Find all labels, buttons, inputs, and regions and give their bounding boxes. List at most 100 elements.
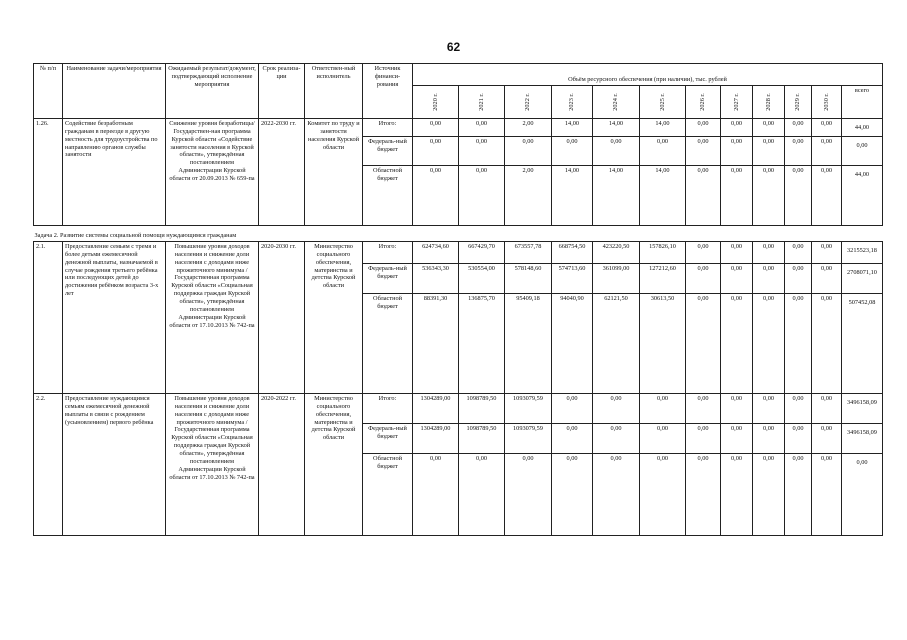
amount-cell: 0,00	[720, 165, 753, 226]
amount-cell: 0,00	[752, 453, 785, 536]
amount-cell: 0,00	[720, 118, 753, 137]
task-name: Предоставление семьям с тремя и более де…	[62, 241, 166, 394]
amount-cell: 0,00	[412, 165, 459, 226]
page-number: 62	[446, 40, 461, 54]
funding-source: Федераль-ный бюджет	[362, 263, 413, 294]
amount-cell: 0,00	[412, 136, 459, 166]
amount-cell: 624734,60	[412, 241, 459, 264]
amount-cell: 0,00	[685, 118, 721, 137]
total-cell: 2708071,10	[841, 263, 883, 294]
amount-cell: 0,00	[752, 241, 785, 264]
amount-cell: 127212,60	[639, 263, 686, 294]
expected-result: Повышение уровня доходов населения и сни…	[165, 393, 259, 536]
amount-cell: 0,00	[811, 165, 842, 226]
amount-cell: 0,00	[639, 423, 686, 454]
year-label: 2024 г.	[612, 93, 620, 111]
header-name: Наименование задачи/мероприятия	[62, 63, 166, 119]
amount-cell: 0,00	[504, 136, 552, 166]
amount-cell: 0,00	[752, 165, 785, 226]
header-num: № п/п	[33, 63, 63, 119]
table-row: 2.2. Предоставление нуждающимся семьям еж…	[33, 393, 883, 536]
amount-cell: 0,00	[412, 453, 459, 536]
term: 2022-2030 гг.	[258, 118, 305, 226]
expected-result: Повышение уровня доходов населения и сни…	[165, 241, 259, 394]
amount-cell: 0,00	[458, 118, 505, 137]
total-cell: 44,00	[841, 165, 883, 226]
amount-cell: 95409,18	[504, 293, 552, 394]
amount-cell: 0,00	[551, 453, 593, 536]
amount-cell: 361099,00	[592, 263, 640, 294]
amount-cell: 2,00	[504, 118, 552, 137]
amount-cell: 0,00	[639, 393, 686, 424]
amount-cell: 14,00	[592, 118, 640, 137]
amount-cell: 0,00	[784, 263, 812, 294]
amount-cell: 0,00	[720, 293, 753, 394]
year-label: 2020 г.	[431, 93, 439, 111]
funding-source: Областной бюджет	[362, 453, 413, 536]
table-row: Областной бюджет 0,00 0,00 2,00 14,00 14,00 14…	[34, 165, 883, 226]
amount-cell: 1093079,59	[504, 423, 552, 454]
funding-source: Итого:	[362, 393, 413, 424]
amount-cell: 62121,50	[592, 293, 640, 394]
header-responsible: Ответствен-ный исполнитель	[304, 63, 363, 119]
responsible: Министерство социального обеспечения, ма…	[304, 241, 363, 394]
amount-cell: 0,00	[811, 453, 842, 536]
header-year: 2025 г.	[639, 85, 686, 119]
table-row: 1.26. Содействие безработным гражданам в …	[33, 118, 883, 226]
amount-cell: 530554,00	[458, 263, 505, 294]
amount-cell: 0,00	[784, 423, 812, 454]
table-row: Областной бюджет 0,00 0,00 0,00 0,00 0,00 0,00…	[34, 453, 883, 536]
amount-cell: 136875,70	[458, 293, 505, 394]
amount-cell: 1304289,00	[412, 423, 459, 454]
table-row: Областной бюджет 88391,30 136875,70 95409,1…	[34, 293, 883, 394]
task-name: Содействие безработным гражданам в перее…	[62, 118, 166, 226]
amount-cell: 0,00	[752, 393, 785, 424]
amount-cell: 0,00	[784, 241, 812, 264]
total-cell: 3496158,09	[841, 393, 883, 424]
row-number: 1.26.	[33, 118, 63, 226]
amount-cell: 14,00	[639, 118, 686, 137]
amount-cell: 667429,70	[458, 241, 505, 264]
year-label: 2029 г.	[794, 93, 802, 111]
amount-cell: 88391,30	[412, 293, 459, 394]
header-volume: Объём ресурсного обеспечения (при наличи…	[412, 63, 883, 86]
amount-cell: 0,00	[752, 263, 785, 294]
amount-cell: 0,00	[685, 423, 721, 454]
total-cell: 3215523,18	[841, 241, 883, 264]
table-row: 2.1. Предоставление семьям с тремя и боле…	[33, 241, 883, 394]
header-result: Ожидаемый результат/документ, подтвержда…	[165, 63, 259, 119]
amount-cell: 0,00	[720, 393, 753, 424]
header-year: 2026 г.	[685, 85, 721, 119]
amount-cell: 157826,10	[639, 241, 686, 264]
total-cell: 3496158,09	[841, 423, 883, 454]
term: 2020-2030 гг.	[258, 241, 305, 394]
table-row: Федераль-ный бюджет 536343,30 530554,00 578…	[34, 263, 883, 294]
year-label: 2028 г.	[764, 93, 772, 111]
table-row: Федераль-ный бюджет 1304289,00 1098789,50 1…	[34, 423, 883, 454]
amount-cell: 0,00	[639, 136, 686, 166]
amount-cell: 0,00	[811, 118, 842, 137]
responsible: Комитет по труду и занятости населения К…	[304, 118, 363, 226]
amount-cell: 0,00	[685, 293, 721, 394]
amount-cell: 0,00	[504, 453, 552, 536]
amount-cell: 0,00	[685, 136, 721, 166]
header-year: 2021 г.	[458, 85, 505, 119]
amount-cell: 0,00	[458, 453, 505, 536]
header-year: 2024 г.	[592, 85, 640, 119]
amount-cell: 14,00	[592, 165, 640, 226]
header-year: 2023 г.	[551, 85, 593, 119]
task-heading: Задача 2. Развитие системы социальной по…	[33, 225, 883, 242]
amount-cell: 0,00	[752, 136, 785, 166]
header-year: 2027 г.	[720, 85, 753, 119]
amount-cell: 30613,50	[639, 293, 686, 394]
amount-cell: 0,00	[412, 118, 459, 137]
responsible: Министерство социального обеспечения, ма…	[304, 393, 363, 536]
amount-cell: 0,00	[811, 393, 842, 424]
amount-cell: 14,00	[639, 165, 686, 226]
amount-cell: 0,00	[811, 136, 842, 166]
funding-source: Областной бюджет	[362, 293, 413, 394]
amount-cell: 1304289,00	[412, 393, 459, 424]
row-number: 2.1.	[33, 241, 63, 394]
amount-cell: 0,00	[458, 165, 505, 226]
header-term: Срок реализа-ции	[258, 63, 305, 119]
